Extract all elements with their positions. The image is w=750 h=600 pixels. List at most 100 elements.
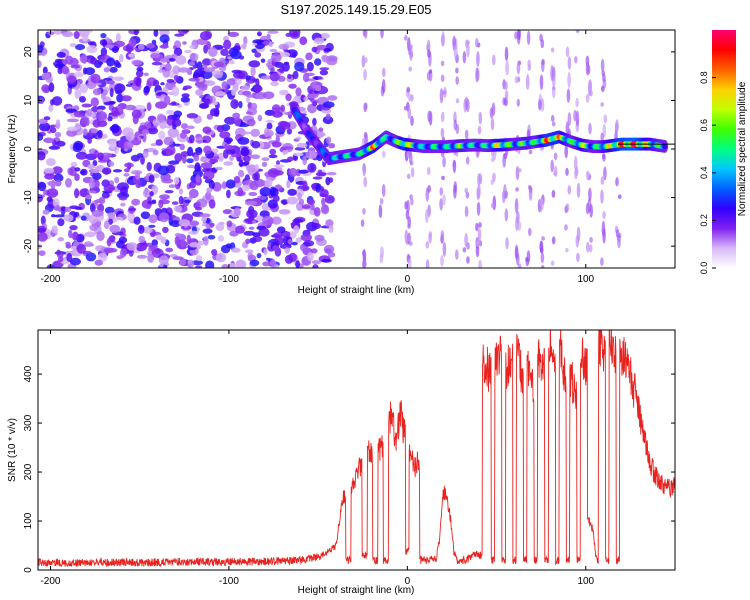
spectrogram-cell [603,166,607,181]
spectrogram-cell [238,100,243,109]
spectrogram-cell [155,139,163,146]
spectrogram-cell [146,43,156,49]
spectrogram-cell [75,44,85,51]
spectrogram-cell [241,184,251,192]
spectrogram-cell [475,240,480,248]
spectrogram-cell [305,141,310,150]
spectrogram-cell [255,215,264,222]
spectrogram-cell [42,209,50,215]
spectrogram-cell [476,201,481,216]
spectrogram-cell [41,72,51,81]
spectrogram-cell [199,213,211,218]
spectrogram-cell [466,256,470,264]
spectrogram-cell [188,188,199,199]
spectrogram-cell [323,48,332,52]
spectrogram-cell [50,127,57,134]
spectrogram-cell [100,33,107,39]
spectrogram-cell [427,49,431,58]
spectrogram-cell [574,168,578,180]
spectrogram-cell [440,111,445,123]
spectrogram-cell [137,224,145,234]
spectrogram-cell [600,189,604,204]
spectrogram-cell [97,252,108,262]
spectrogram-cell [74,167,81,172]
spectrogram-cell [361,55,366,68]
spectrogram-cell [254,171,260,181]
spectrogram-cell [441,34,445,47]
spectrogram-cell [206,41,211,50]
spectrogram-cell [158,199,164,209]
spectrogram-cell [440,254,444,267]
spectrogram-cell [167,127,179,138]
spectrogram-cell [123,162,134,168]
spectrogram-cell [225,179,236,189]
spectrogram-cell [475,37,479,48]
spectrogram-cell [615,177,619,187]
spectrogram-cell [204,178,213,184]
spectrogram-cell [194,162,201,173]
spectrogram-cell [541,58,545,66]
spectrogram-cell [63,214,74,222]
spectrogram-cell [615,229,620,238]
spectrogram-cell [381,79,386,94]
spectrogram-cell [193,119,202,123]
spectrogram-cell [152,149,159,156]
spectrogram-cell [302,72,310,83]
spectrogram-cell [440,230,445,239]
spectrogram-cell [137,44,145,50]
spectrogram-cell [256,180,267,185]
spectrogram-cell [119,53,124,63]
spectrogram-cell [230,50,242,60]
spectrogram-cell [325,113,331,120]
spectrogram-cell [137,136,142,141]
spectrogram-cell [538,208,542,213]
colorbar-label: Normalized spectral amplitude [737,81,748,216]
spectrogram-cell [173,47,183,56]
spectrogram-cell [441,175,445,181]
spectrogram-cell [249,180,259,191]
spectrogram-cell [103,247,115,253]
spectrogram-cell [187,259,195,268]
spectrogram-cell [147,127,159,135]
spectrogram-cell [409,160,414,166]
spectrogram-cell [240,147,250,157]
spectrogram-cell [540,98,545,112]
spectrogram-cell [208,158,219,164]
spectrogram-cell [408,66,413,72]
spectrogram-cell [442,156,446,168]
spectrogram-cell [286,128,292,135]
spectrogram-cell [226,78,236,86]
x-tick-label: 0 [405,576,411,587]
spectrogram-cell [268,154,278,159]
spectrogram-cell [281,146,293,150]
spectrogram-cell [588,187,592,202]
spectrogram-cell [273,232,283,238]
spectrogram-cell [442,241,447,257]
spectrogram-cell [362,162,367,177]
spectrogram-cell [130,154,140,162]
spectrogram-cell [38,194,44,203]
spectrogram-cell [195,136,204,144]
spectrogram-cell [618,194,622,199]
spectrogram-cell [588,122,592,135]
spectrogram-cell [455,98,460,104]
spectrogram-cell [246,118,256,127]
spectrogram-cell [206,113,213,120]
spectrogram-cell [69,205,79,210]
spectrogram-cell [136,66,144,72]
spectrogram-cell [550,260,555,266]
colorbar-tick-label: 0.8 [699,71,709,84]
spectrogram-cell [602,153,606,160]
spectrogram-cell [87,164,95,170]
spectrogram-cell [380,30,384,39]
spectrogram-cell [213,155,220,160]
spectrogram-cell [551,236,556,245]
spectrogram-cell [188,77,200,82]
spectrogram-cell [199,30,212,41]
spectrogram-cell [187,260,192,264]
spectrogram-cell [363,30,368,39]
spectrogram-cell [57,237,65,242]
spectrogram-cell [378,204,383,218]
spectrogram-cell [149,191,154,197]
spectrogram-cell [227,56,233,60]
